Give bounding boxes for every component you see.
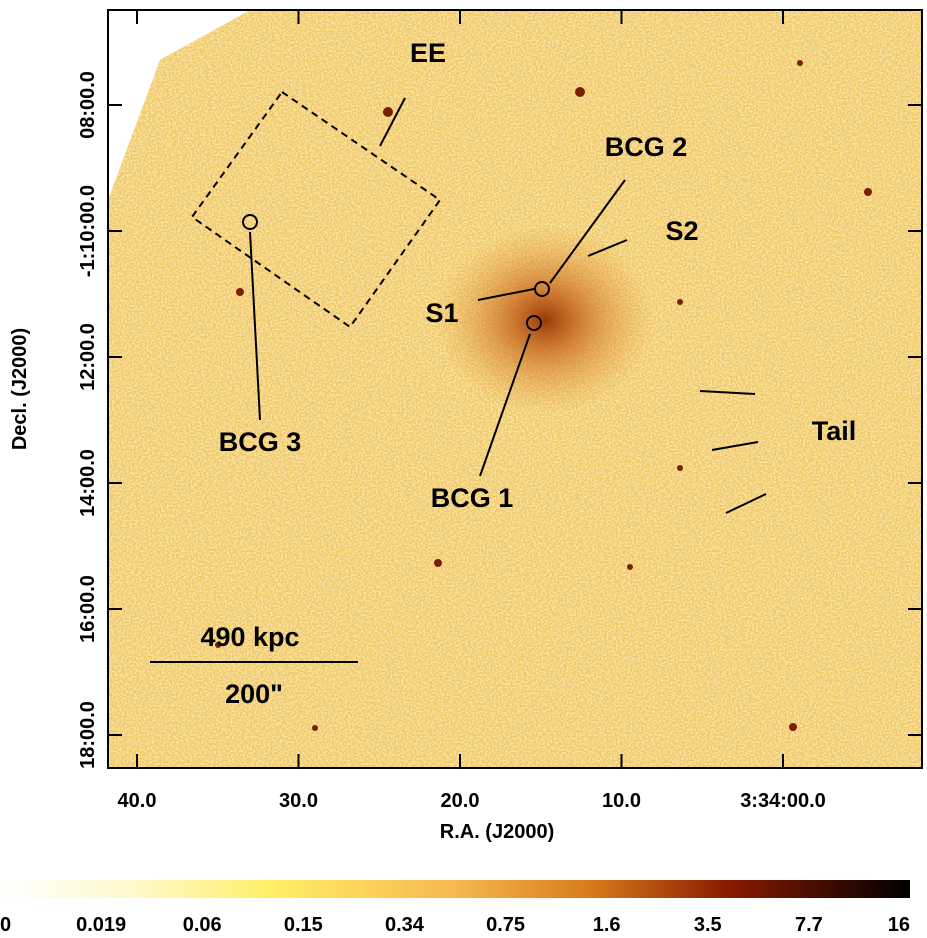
xray-image bbox=[108, 10, 922, 768]
colorbar-tick-label: 16 bbox=[888, 914, 910, 936]
colorbar-tick-label: 0.34 bbox=[385, 914, 425, 936]
colorbar-tick-label: 0 bbox=[0, 914, 11, 936]
annotation: BCG 1 bbox=[431, 483, 514, 513]
colorbar-tick-label: 7.7 bbox=[795, 914, 823, 936]
annotation: S1 bbox=[425, 298, 458, 328]
colorbar-tick-label: 0.15 bbox=[284, 914, 323, 936]
y-tick-label: 14:00.0 bbox=[77, 449, 99, 517]
x-tick-label: 20.0 bbox=[441, 790, 480, 812]
y-tick-label: -1:10:00.0 bbox=[77, 185, 99, 277]
colorbar-tick-label: 1.6 bbox=[593, 914, 621, 936]
y-tick-label: 16:00.0 bbox=[77, 575, 99, 643]
x-tick-label: 40.0 bbox=[118, 790, 157, 812]
x-axis-label: R.A. (J2000) bbox=[440, 821, 555, 843]
colorbar-tick-label: 3.5 bbox=[694, 914, 722, 936]
annotation: Tail bbox=[812, 416, 857, 446]
x-tick-label: 30.0 bbox=[279, 790, 318, 812]
y-tick-label: 12:00.0 bbox=[77, 323, 99, 391]
annotation-shapes bbox=[150, 90, 767, 663]
y-tick-label: 08:00.0 bbox=[77, 71, 99, 139]
annotation: BCG 2 bbox=[605, 132, 688, 162]
scale-label: 490 kpc bbox=[200, 622, 299, 652]
annotation: BCG 3 bbox=[219, 427, 302, 457]
y-axis-label: Decl. (J2000) bbox=[9, 328, 31, 450]
frame bbox=[107, 9, 923, 769]
colorbar-tick-label: 0.019 bbox=[76, 914, 126, 936]
colorbar-tick-label: 0.06 bbox=[183, 914, 222, 936]
colorbar-tick-label: 0.75 bbox=[486, 914, 525, 936]
y-tick-label: 18:00.0 bbox=[77, 701, 99, 769]
annotation: S2 bbox=[665, 216, 698, 246]
x-tick-label: 3:34:00.0 bbox=[740, 790, 826, 812]
scale-label: 200" bbox=[225, 679, 283, 709]
colorbar bbox=[0, 880, 910, 898]
annotation: EE bbox=[410, 38, 446, 68]
x-tick-label: 10.0 bbox=[602, 790, 641, 812]
